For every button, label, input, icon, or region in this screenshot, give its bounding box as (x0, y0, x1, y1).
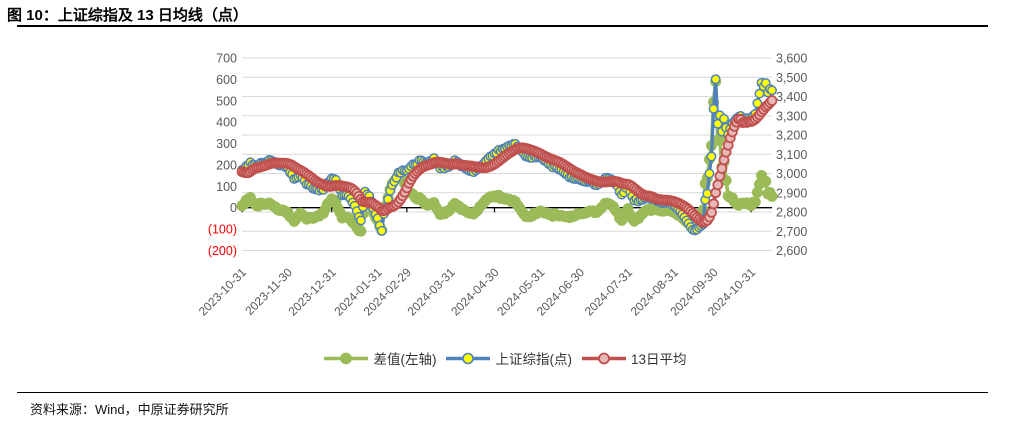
y-axis-right-tick-label: 3,400 (776, 90, 807, 104)
y-axis-left-tick-label: 600 (216, 73, 237, 87)
y-axis-right-tick-label: 2,800 (776, 206, 807, 220)
y-axis-left-tick-label: (100) (208, 223, 237, 237)
y-axis-right-tick-label: 3,000 (776, 167, 807, 181)
source-note: 资料来源：Wind，中原证券研究所 (30, 402, 229, 417)
legend-swatch-index-icon (446, 352, 491, 364)
y-axis-right-tick-label: 2,700 (776, 225, 807, 239)
y-axis-left-tick-label: 500 (216, 94, 237, 108)
y-axis-left-tick-label: (200) (208, 244, 237, 258)
y-axis-left-tick-label: 100 (216, 180, 237, 194)
legend-label-index: 上证综指(点) (495, 352, 572, 367)
x-axis-tick-label: 2023-10-31 (196, 265, 250, 319)
footer-divider (17, 391, 988, 394)
y-axis-right-tick-label: 2,900 (776, 186, 807, 200)
y-axis-left-tick-label: 300 (216, 137, 237, 151)
y-axis-left-tick-label: 0 (230, 201, 237, 215)
figure-title: 图 10：上证综指及 13 日均线（点） (7, 7, 248, 24)
y-axis-right-tick-label: 3,200 (776, 129, 807, 143)
series-ma13 (236, 95, 778, 228)
gridlines (242, 57, 772, 251)
x-axis-tick-label: 2023-12-31 (286, 265, 340, 319)
y-axis-right-tick-label: 3,300 (776, 109, 807, 123)
y-axis-left-tick-label: 200 (216, 158, 237, 172)
y-axis-left: 700 600 500 400 300 200 100 0 (100) (200) (208, 52, 237, 259)
y-axis-right-tick-label: 3,600 (776, 52, 807, 66)
x-axis-tick-label: 2024-07-31 (582, 265, 636, 319)
y-axis-left-tick-label: 400 (216, 116, 237, 130)
x-axis-labels: 2023-10-312023-11-302023-12-312024-01-31… (196, 265, 759, 319)
legend-item-diff: 差值(左轴) (323, 348, 436, 368)
y-axis-right: 3,600 3,500 3,400 3,300 3,200 3,100 3,000 2,900… (776, 52, 807, 259)
y-axis-right-tick-label: 2,600 (776, 244, 807, 258)
chart-legend: 差值(左轴) 上证综指(点) 13日平均 (0, 348, 1010, 368)
x-axis-tick-label: 2024-04-30 (448, 265, 502, 319)
legend-swatch-diff-icon (324, 352, 369, 364)
legend-item-ma13: 13日平均 (581, 348, 687, 368)
legend-swatch-ma13-icon (581, 352, 626, 364)
y-axis-left-tick-label: 700 (216, 52, 237, 66)
legend-label-ma13: 13日平均 (630, 352, 687, 367)
y-axis-right-tick-label: 3,100 (776, 148, 807, 162)
title-divider (17, 24, 988, 28)
y-axis-right-tick-label: 3,500 (776, 71, 807, 85)
legend-label-diff: 差值(左轴) (373, 352, 437, 367)
legend-item-index: 上证综指(点) (445, 348, 572, 368)
